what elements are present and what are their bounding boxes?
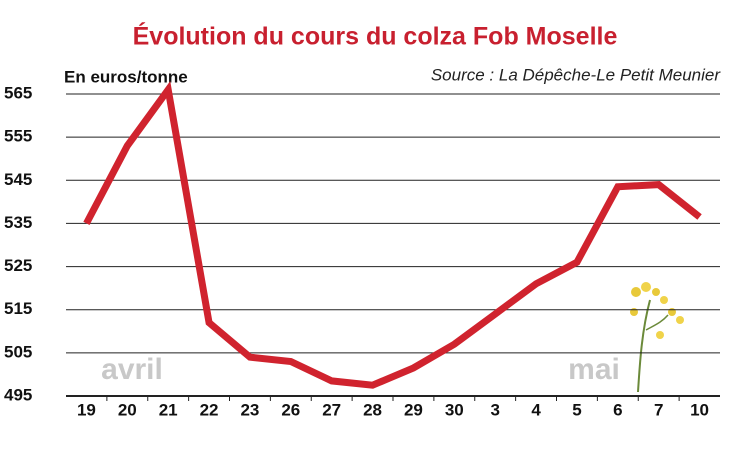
x-tick-label: 28 xyxy=(363,400,382,419)
annotation: avril xyxy=(101,353,163,386)
y-axis-label: En euros/tonne xyxy=(64,67,188,86)
x-tick-label: 10 xyxy=(690,400,709,419)
y-tick-label: 495 xyxy=(4,385,32,404)
y-tick-label: 515 xyxy=(4,299,32,318)
y-tick-label: 565 xyxy=(4,83,32,102)
line xyxy=(83,80,702,389)
y-tick-label: 535 xyxy=(4,213,32,232)
x-tick-label: 6 xyxy=(613,400,622,419)
y-tick-label: 505 xyxy=(4,342,32,361)
x-tick-label: 19 xyxy=(77,400,96,419)
x-tick-label: 7 xyxy=(654,400,663,419)
source: Source : La Dépêche-Le Petit Meunier xyxy=(431,65,722,84)
x-tick-label: 5 xyxy=(572,400,581,419)
x-tick-label: 26 xyxy=(281,400,300,419)
x-tick-label: 23 xyxy=(240,400,259,419)
x-tick-label: 20 xyxy=(118,400,137,419)
y-tick-label: 545 xyxy=(4,170,32,189)
y-tick-label: 555 xyxy=(4,127,32,146)
x-tick-label: 27 xyxy=(322,400,341,419)
x-tick-label: 4 xyxy=(531,400,541,419)
x-tick-label: 21 xyxy=(159,400,178,419)
x-tick-label: 22 xyxy=(200,400,219,419)
x-tick-label: 29 xyxy=(404,400,423,419)
flower-icon xyxy=(630,282,684,393)
x-tick-label: 3 xyxy=(490,400,499,419)
x-tick-label: 30 xyxy=(445,400,464,419)
y-tick-label: 525 xyxy=(4,256,32,275)
chart-title: Évolution du cours du colza Fob Moselle xyxy=(133,22,618,51)
annotation: mai xyxy=(568,353,620,386)
